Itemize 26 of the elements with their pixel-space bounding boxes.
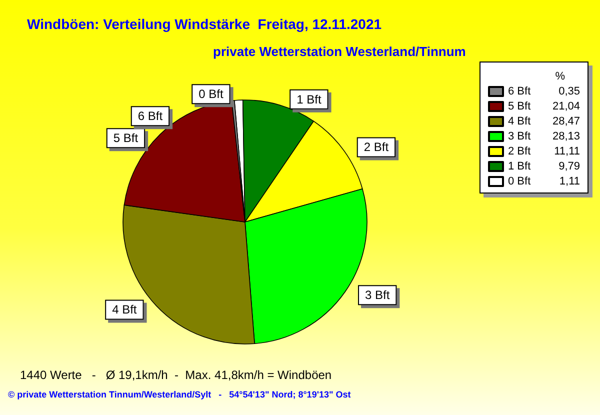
slice-label: 1 Bft <box>296 92 322 106</box>
legend-label: 2 Bft <box>508 146 531 158</box>
chart-subtitle: private Wetterstation Westerland/Tinnum <box>213 44 466 59</box>
category-label: 0 Bft <box>198 87 224 102</box>
data-label: 0,35 <box>558 86 580 98</box>
slice-label: 4 Bft <box>112 302 138 317</box>
data-label: 21,04 <box>552 100 580 112</box>
data-label: 28,13 <box>552 130 580 142</box>
legend-label: 1 Bft <box>508 160 531 172</box>
chart-title: Windböen: Verteilung Windstärke Freitag, 12.11.2021 <box>27 16 382 32</box>
data-label: 1,11 <box>559 176 580 188</box>
legend-title: % <box>555 70 566 82</box>
legend-label: 0 Bft <box>508 176 531 188</box>
slice-label: 3 Bft <box>365 288 390 302</box>
legend-label: 4 Bft <box>508 116 531 128</box>
legend-label: 5 Bft <box>508 100 531 112</box>
data-label: 11,11 <box>554 146 580 158</box>
slice-label: 5 Bft <box>113 131 139 146</box>
category-label: 6 Bft <box>138 109 163 124</box>
slice-label: 2 Bft <box>364 140 390 154</box>
text: © private Wetterstation Tinnum/Westerland/Sylt - 54°54'13" Nord; 8°19'13" Ost <box>8 390 351 400</box>
legend-label: 6 Bft <box>508 86 531 98</box>
text: 1440 Werte - Ø 19,1km/h - Max. 41,8km/h = Windböen <box>20 368 332 382</box>
legend-label: 3 Bft <box>508 130 531 142</box>
data-label: 9,79 <box>558 160 580 172</box>
data-label: 28,47 <box>552 116 580 128</box>
